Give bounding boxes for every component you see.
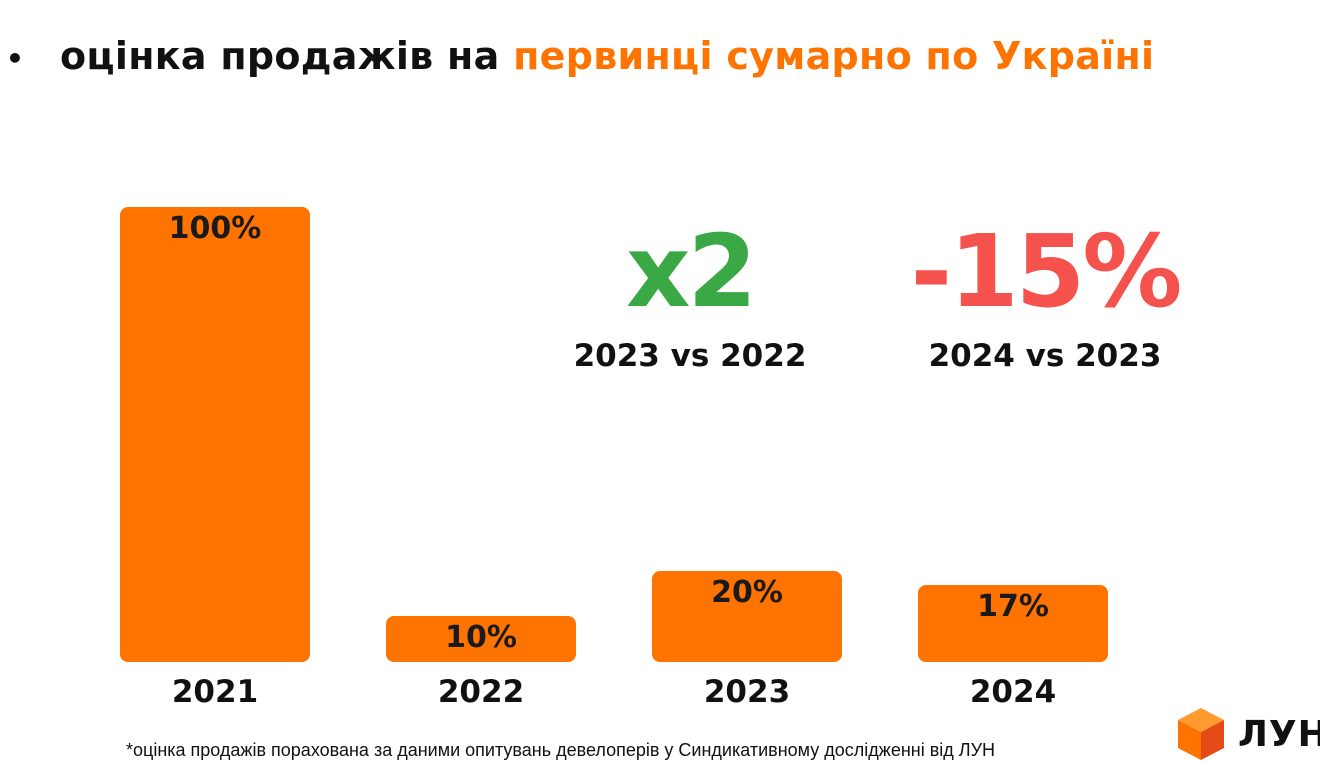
title-bullet: • xyxy=(6,42,25,75)
footnote: *оцінка продажів порахована за даними оп… xyxy=(126,740,996,760)
bar-2023 xyxy=(652,571,842,662)
logo-text: ЛУН xyxy=(1238,713,1320,755)
title-text: оцінка продажів на xyxy=(60,34,514,78)
page-title: • оцінка продажів на первинці сумарно по … xyxy=(6,34,1154,78)
x-tick-label-2021: 2021 xyxy=(171,674,259,710)
bar-value-label-2023: 20% xyxy=(711,575,783,610)
title-accent-text: первинці сумарно по Україні xyxy=(513,34,1155,78)
logo: ЛУН xyxy=(1176,706,1320,762)
bar-2022 xyxy=(386,616,576,662)
callout-minus15-value: -15% xyxy=(910,213,1183,330)
bar-value-label-2024: 17% xyxy=(977,588,1049,624)
bar-2021 xyxy=(120,207,310,662)
bar-value-label-2022: 10% xyxy=(445,620,517,655)
callout-x2-caption: 2023 vs 2022 xyxy=(573,338,807,374)
x-tick-label-2023: 2023 xyxy=(703,674,791,710)
orange-cube-icon xyxy=(1178,708,1224,760)
x-tick-label-2022: 2022 xyxy=(437,674,525,710)
callout-x2-value: x2 xyxy=(625,213,757,330)
bar-2024 xyxy=(918,584,1108,662)
bar-value-label-2021: 100% xyxy=(168,211,262,246)
x-tick-label-2024: 2024 xyxy=(969,674,1057,710)
callout-minus15-caption: 2024 vs 2023 xyxy=(928,338,1162,374)
